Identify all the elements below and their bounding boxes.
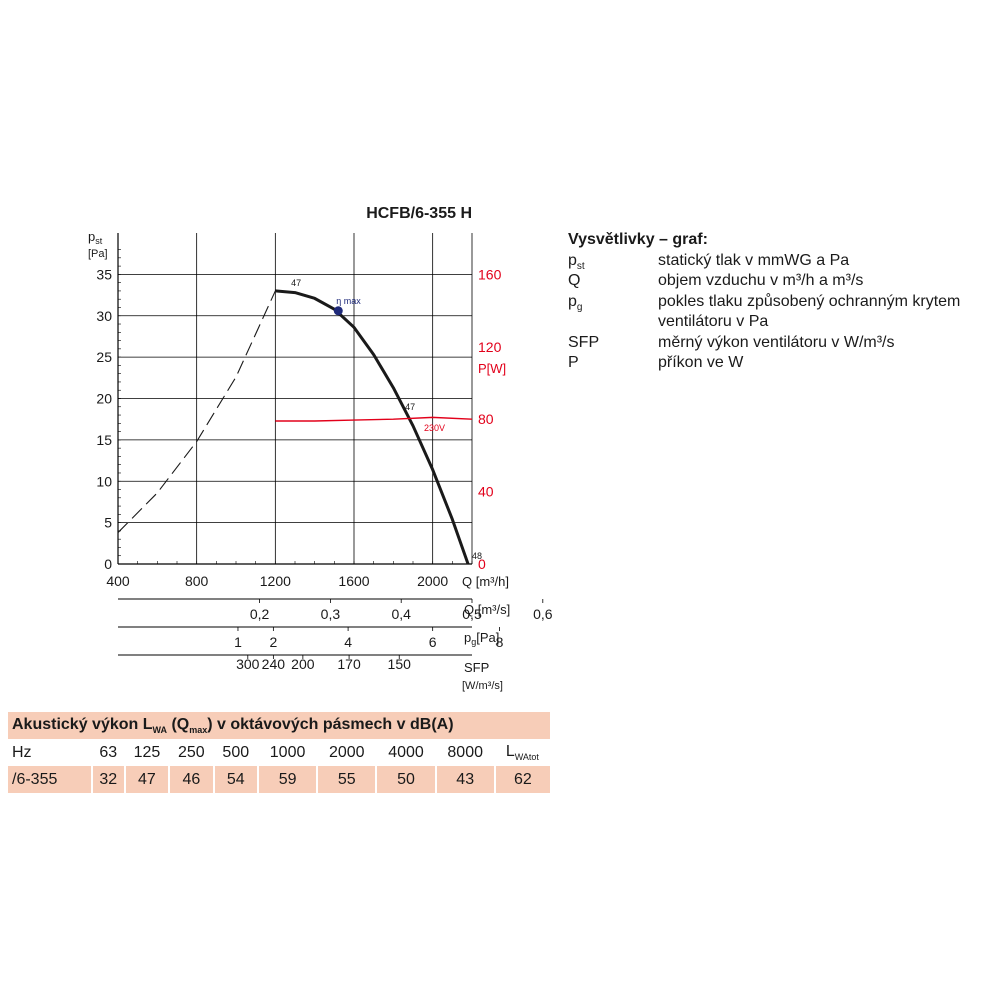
- value-cell: 46: [168, 766, 214, 793]
- y-tick-label: 0: [104, 556, 112, 572]
- legend-description: příkon ve W: [658, 354, 744, 371]
- secondary-tick-label: 4: [344, 634, 352, 650]
- header-cell: 500: [222, 743, 250, 761]
- pressure-curve-unstable: [117, 290, 276, 533]
- header-cell: 2000: [328, 743, 365, 761]
- secondary-tick-label: 300: [236, 656, 260, 672]
- y-axis-label: pst: [88, 229, 103, 246]
- y-tick-label: 15: [96, 432, 112, 448]
- legend-item-p: P příkon ve W: [568, 353, 998, 374]
- secondary-tick-label: 8: [496, 634, 504, 650]
- y-right-axis-label: P[W]: [478, 361, 506, 376]
- value-cell: 59: [256, 766, 318, 793]
- y-axis-unit: [Pa]: [88, 248, 108, 260]
- value-cell: 47: [123, 766, 170, 793]
- y-right-tick-label: 160: [478, 266, 502, 282]
- efficiency-max-point: [333, 306, 343, 316]
- secondary-tick-label: 0,6: [533, 606, 553, 622]
- pressure-curve: [275, 289, 470, 565]
- legend-description: měrný výkon ventilátoru v W/m³/s: [658, 333, 895, 351]
- secondary-tick-label: 2: [269, 634, 277, 650]
- value-cell: 50: [375, 766, 436, 793]
- value-cell: /6-355: [8, 766, 92, 793]
- curve-annotation: 48: [472, 551, 482, 561]
- x-tick-label: 2000: [417, 573, 448, 589]
- y-tick-label: 35: [96, 266, 112, 282]
- secondary-scale-unit: [W/m³/s]: [462, 680, 503, 692]
- y-tick-label: 20: [96, 391, 112, 407]
- legend-description: objem vzduchu v m³/h a m³/s: [658, 272, 864, 289]
- y-right-tick-label: 40: [478, 484, 494, 500]
- legend-symbol: Q: [568, 272, 581, 289]
- y-right-tick-label: 0: [478, 556, 486, 572]
- legend-symbol: SFP: [568, 333, 600, 351]
- curve-annotation: 47: [405, 402, 415, 412]
- x-tick-label: 1600: [338, 573, 369, 589]
- secondary-tick-label: 1: [234, 634, 242, 650]
- secondary-tick-label: 240: [262, 656, 286, 672]
- legend-symbol: p: [568, 292, 577, 310]
- legend-item-pg: pg pokles tlaku způsobený ochranným kryt…: [568, 292, 998, 333]
- y-tick-label: 10: [96, 473, 112, 489]
- secondary-tick-label: 0,3: [321, 606, 341, 622]
- value-cell: 32: [90, 766, 125, 793]
- header-cell: 63: [99, 743, 118, 761]
- header-cell: 250: [178, 743, 205, 761]
- legend-item-sfp: SFP měrný výkon ventilátoru v W/m³/s: [568, 333, 998, 354]
- acoustic-header-row: Hz 63 125 250 500 1000 2000 4000 8000 LW…: [8, 739, 550, 766]
- power-curve-label: 230V: [424, 423, 445, 433]
- y-right-tick-label: 80: [478, 411, 494, 427]
- chart-title: HCFB/6-355 H: [366, 205, 472, 222]
- x-tick-label: 800: [185, 573, 209, 589]
- y-right-tick-label: 120: [478, 339, 502, 355]
- secondary-tick-label: 150: [388, 656, 412, 672]
- value-cell: 55: [316, 766, 377, 793]
- y-tick-label: 25: [96, 349, 112, 365]
- y-tick-label: 5: [104, 515, 112, 531]
- curve-annotation: η max: [336, 296, 361, 306]
- secondary-tick-label: 0,2: [250, 606, 270, 622]
- legend-item-pst: pst statický tlak v mmWG a Pa: [568, 251, 998, 272]
- secondary-scale-label: pg[Pa]: [464, 630, 499, 647]
- secondary-tick-label: 0,5: [462, 606, 482, 622]
- secondary-scale-label: SFP: [464, 660, 489, 675]
- secondary-tick-label: 6: [429, 634, 437, 650]
- secondary-tick-label: 200: [291, 656, 315, 672]
- power-curve: [275, 416, 473, 422]
- legend-symbol: p: [568, 251, 577, 269]
- value-cell: 54: [212, 766, 258, 793]
- header-cell: 4000: [388, 743, 424, 761]
- header-cell: 1000: [269, 743, 306, 761]
- header-cell-total: LWAtot: [505, 742, 539, 763]
- legend-item-q: Q objem vzduchu v m³/h a m³/s: [568, 271, 998, 292]
- legend-title: Vysvětlivky – graf:: [568, 231, 708, 248]
- x-axis-label: Q [m³/h]: [462, 574, 509, 589]
- secondary-scale-label: Q [m³/s]: [464, 602, 510, 617]
- legend-symbol-sub: st: [576, 260, 585, 272]
- legend-panel: Vysvětlivky – graf: pst statický tlak v …: [568, 230, 998, 374]
- y-tick-label: 30: [96, 308, 112, 324]
- header-cell: 125: [133, 743, 161, 761]
- legend-symbol-sub: g: [576, 301, 583, 313]
- value-cell: 43: [434, 766, 495, 793]
- secondary-tick-label: 0,4: [391, 606, 411, 622]
- value-cell-total: 62: [493, 766, 550, 793]
- acoustic-table-title: Akustický výkon LWA (Qmax) v oktávových …: [8, 712, 550, 739]
- curve-annotation: 47: [291, 278, 301, 288]
- x-tick-label: 400: [106, 573, 130, 589]
- legend-symbol: P: [568, 354, 579, 371]
- acoustic-power-table: Akustický výkon LWA (Qmax) v oktávových …: [8, 712, 550, 793]
- acoustic-value-row: /6-355 32 47 46 54 59 55 50 43 62: [8, 766, 550, 793]
- legend-description: pokles tlaku způsobený ochranným krytem …: [658, 292, 961, 331]
- secondary-tick-label: 170: [337, 656, 361, 672]
- fan-performance-chart: HCFB/6-355 H05101520253035pst[Pa]0408012…: [88, 205, 553, 692]
- legend-description: statický tlak v mmWG a Pa: [658, 251, 850, 269]
- header-cell: Hz: [12, 743, 32, 761]
- x-tick-label: 1200: [260, 573, 291, 589]
- header-cell: 8000: [447, 743, 483, 761]
